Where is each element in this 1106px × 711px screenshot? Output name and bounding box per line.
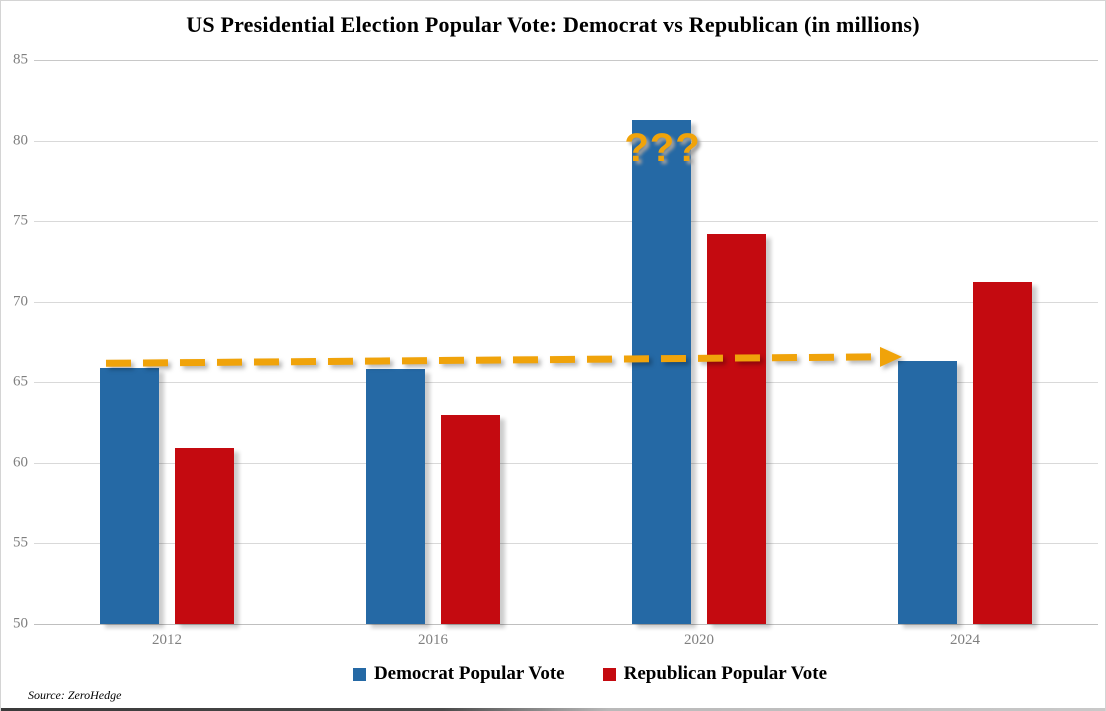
legend-item-republican: Republican Popular Vote: [602, 663, 828, 685]
legend-label: Republican Popular Vote: [623, 663, 828, 684]
bottom-edge-bar: [1, 708, 1105, 711]
gridline-65: [34, 382, 1098, 384]
chart-title: US Presidential Election Popular Vote: D…: [186, 12, 920, 37]
bar-republican-2012: [175, 448, 234, 624]
y-tick-label-85: 85: [13, 51, 28, 68]
gridline-85: [34, 60, 1098, 61]
bar-democrat-2016: [366, 369, 425, 624]
bar-democrat-2012: [100, 367, 159, 624]
legend-label: Democrat Popular Vote: [373, 663, 565, 684]
bar-group-2020: [566, 60, 832, 624]
y-tick-label-50: 50: [13, 615, 28, 632]
x-tick-label-2020: 2020: [684, 632, 714, 648]
question-marks-annotation: ???: [624, 126, 701, 170]
legend-item-democrat: Democrat Popular Vote: [352, 663, 565, 685]
trend-arrow: [105, 346, 902, 367]
legend: Democrat Popular Vote Republican Popular …: [38, 663, 1105, 685]
gridline-55: [34, 543, 1098, 545]
x-tick-label-2024: 2024: [950, 632, 980, 648]
bar-group-2024: [832, 60, 1098, 624]
source-note: Source: ZeroHedge: [28, 688, 122, 702]
gridline-70: [34, 301, 1098, 303]
y-tick-label-75: 75: [13, 212, 28, 229]
x-tick-label-2016: 2016: [418, 632, 448, 648]
y-tick-label-60: 60: [13, 454, 28, 471]
x-tick-label-2012: 2012: [152, 632, 182, 648]
gridline-75: [34, 221, 1098, 223]
bar-group-2016: [300, 60, 566, 624]
bar-republican-2020: [707, 234, 766, 624]
y-tick-label-65: 65: [13, 373, 28, 390]
bar-democrat-2024: [898, 361, 957, 624]
bar-republican-2024: [973, 282, 1032, 624]
legend-swatch-icon: [352, 667, 366, 681]
bar-republican-2016: [441, 414, 500, 624]
y-tick-label-70: 70: [13, 293, 28, 310]
y-tick-label-80: 80: [13, 132, 28, 149]
plot-area: ???: [34, 60, 1098, 625]
bar-democrat-2020: [632, 119, 691, 624]
gridline-60: [34, 462, 1098, 464]
y-tick-label-55: 55: [13, 534, 28, 551]
gridline-80: [34, 140, 1098, 142]
legend-swatch-icon: [602, 667, 616, 681]
bar-group-2012: [34, 60, 300, 624]
